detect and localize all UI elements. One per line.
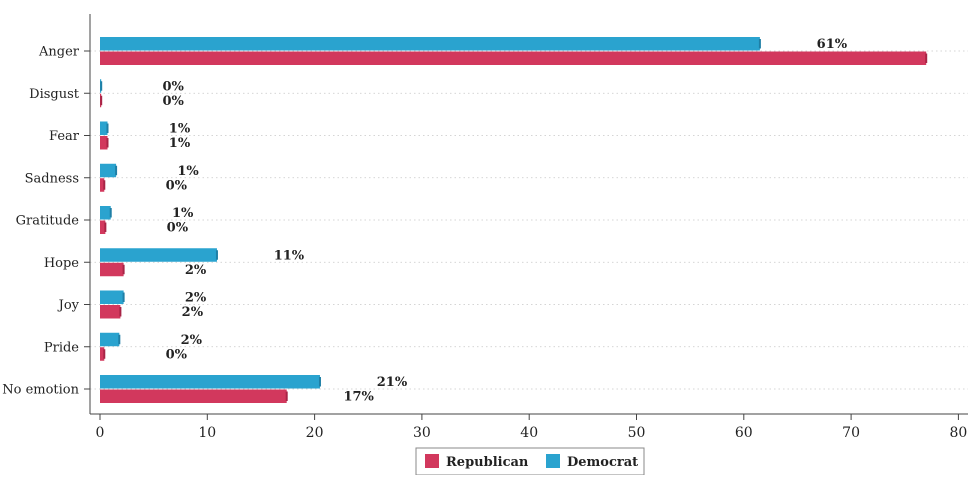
data-label-republican: 0%	[166, 347, 188, 362]
x-tick-label: 50	[628, 425, 646, 441]
bar-republican	[100, 262, 124, 277]
category-label: Anger	[38, 45, 80, 60]
data-label-republican: 2%	[182, 305, 204, 320]
legend-label-democrat: Democrat	[567, 455, 638, 470]
x-tick-label: 20	[306, 425, 324, 441]
bars	[100, 37, 928, 403]
bar-republican	[100, 347, 105, 361]
data-label-democrat: 61%	[817, 37, 848, 52]
data-label-republican: 0%	[162, 94, 184, 109]
data-label-democrat: 2%	[181, 333, 203, 348]
x-tick-label: 0	[96, 425, 105, 441]
data-label-democrat: 11%	[274, 248, 305, 263]
legend-swatch-democrat	[546, 454, 560, 468]
category-label: No emotion	[2, 383, 79, 398]
category-label: Fear	[49, 129, 80, 144]
x-tick-label: 40	[520, 425, 538, 441]
bar-democrat	[100, 206, 111, 220]
x-tick-label: 30	[413, 425, 431, 441]
gridlines	[90, 50, 968, 390]
data-label-democrat: 1%	[169, 122, 191, 137]
category-label: Sadness	[25, 171, 79, 186]
category-label: Joy	[57, 298, 80, 313]
legend-box	[415, 447, 645, 476]
bar-democrat	[100, 163, 117, 178]
x-tick-label: 70	[842, 425, 860, 441]
category-label: Disgust	[29, 87, 80, 102]
data-label-republican: 1%	[169, 136, 191, 151]
data-label-democrat: 1%	[177, 164, 199, 179]
category-label: Pride	[44, 340, 79, 355]
bar-republican	[100, 389, 287, 403]
data-label-republican: 0%	[167, 221, 189, 236]
legend-swatch-republican	[425, 454, 439, 468]
data-labels: 61%0%0%1%1%1%0%1%0%11%2%2%2%2%0%21%17%	[162, 37, 847, 405]
x-tick-label: 60	[735, 425, 753, 441]
bar-democrat	[100, 290, 124, 304]
bar-democrat	[100, 248, 217, 262]
bar-republican	[100, 178, 105, 192]
bar-republican	[100, 220, 106, 234]
bar-democrat	[100, 121, 108, 135]
data-label-republican: 2%	[185, 263, 207, 278]
data-label-democrat: 2%	[185, 291, 207, 306]
data-label-democrat: 1%	[172, 206, 194, 221]
category-label: Hope	[44, 256, 79, 271]
bar-democrat	[100, 332, 120, 347]
data-label-democrat: 21%	[377, 375, 408, 390]
x-tick-label: 10	[198, 425, 216, 441]
data-label-democrat: 0%	[162, 79, 184, 94]
legend-label-republican: Republican	[446, 455, 529, 470]
bar-democrat	[100, 375, 320, 389]
x-tick-label: 80	[949, 425, 967, 441]
data-label-republican: 17%	[343, 390, 374, 405]
axes: 0 10 20 30 40 50 60 70 80 Anger Disgust Fear Sadness…	[2, 14, 968, 441]
data-label-republican: 0%	[166, 178, 188, 193]
bar-democrat	[100, 37, 760, 51]
legend: Republican Democrat	[415, 447, 645, 476]
category-label: Gratitude	[16, 214, 80, 229]
bar-republican	[100, 51, 927, 65]
bar-republican	[100, 305, 121, 319]
bar-republican	[100, 136, 108, 150]
